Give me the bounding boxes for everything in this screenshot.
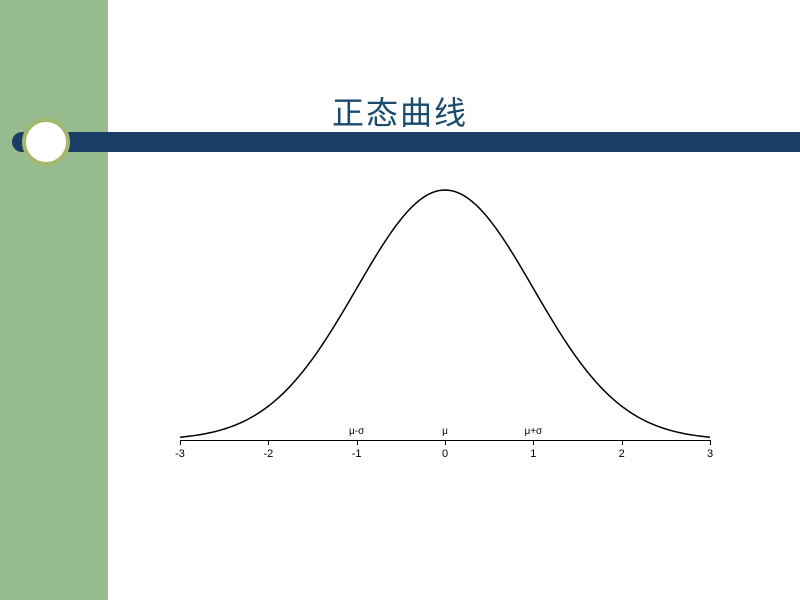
x-tick-label: 2 (607, 448, 637, 460)
x-tick-label: -1 (342, 448, 372, 460)
x-tick (180, 440, 181, 445)
normal-curve-chart: -3-2-10123μ-σμμ+σ (180, 180, 710, 470)
x-tick-label: 3 (695, 448, 725, 460)
x-tick (622, 440, 623, 445)
mu-label: μ-σ (337, 426, 377, 437)
mu-label: μ+σ (513, 426, 553, 437)
x-tick (533, 440, 534, 445)
mu-label: μ (425, 426, 465, 437)
x-tick-label: -2 (253, 448, 283, 460)
x-tick (268, 440, 269, 445)
slide-title: 正态曲线 (332, 95, 468, 131)
slide-title-region: 正态曲线 (0, 88, 800, 134)
x-tick (357, 440, 358, 445)
x-tick (710, 440, 711, 445)
x-tick (445, 440, 446, 445)
normal-curve-path (180, 190, 710, 437)
x-tick-label: 1 (518, 448, 548, 460)
title-underline-bar (12, 132, 800, 152)
x-tick-label: -3 (165, 448, 195, 460)
x-tick-label: 0 (430, 448, 460, 460)
accent-circle-icon (22, 118, 70, 166)
